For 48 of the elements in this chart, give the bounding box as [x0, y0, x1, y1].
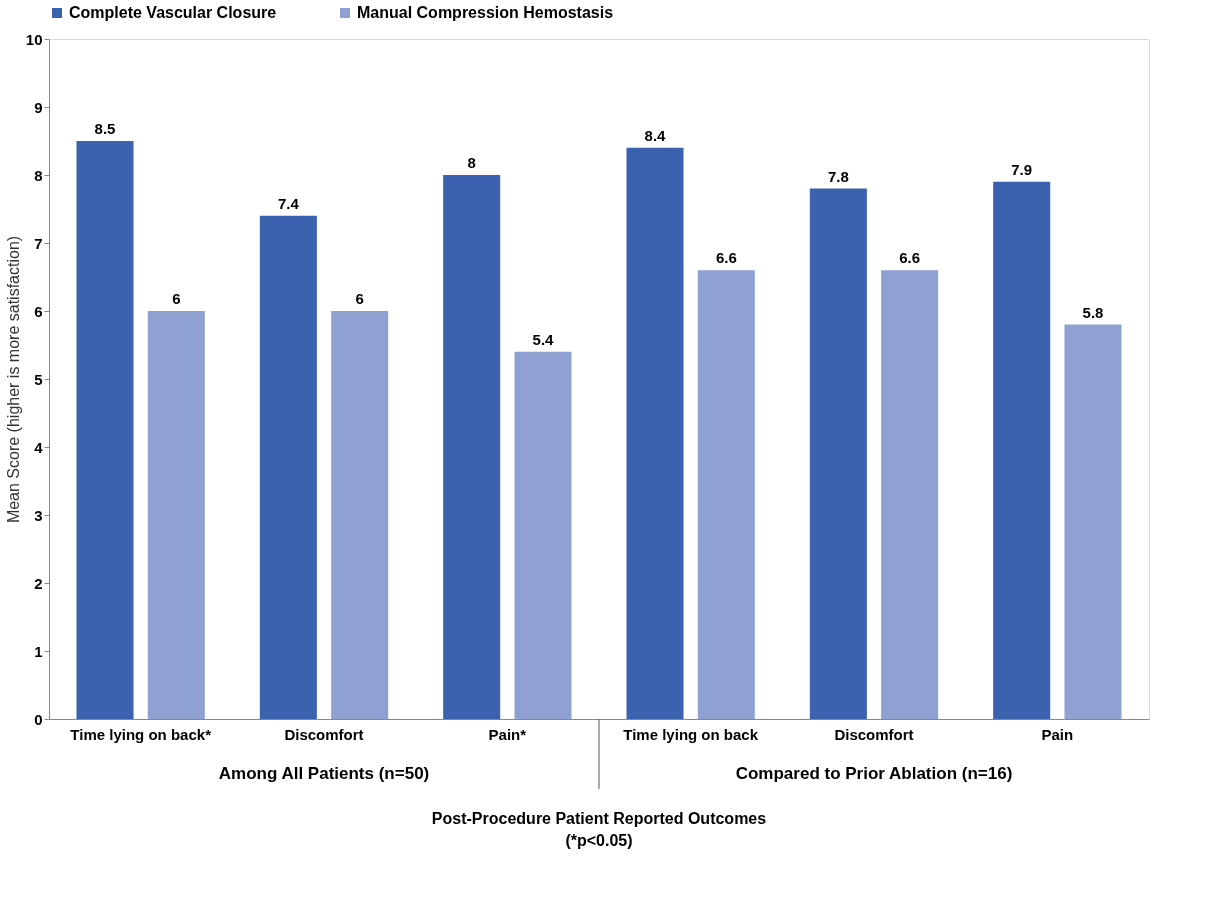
bar [881, 270, 939, 719]
x-tick-label: Discomfort [284, 725, 364, 743]
bar [259, 215, 317, 719]
x-tick-label: Pain* [488, 725, 527, 743]
y-tick-label: 1 [34, 642, 43, 660]
bar [993, 181, 1051, 719]
bar [626, 147, 684, 719]
x-tick-label: Time lying on back* [70, 725, 212, 743]
data-label: 8 [467, 154, 476, 171]
bar [147, 311, 205, 719]
bar [809, 188, 867, 719]
data-label: 7.4 [277, 194, 300, 212]
y-tick-label: 2 [34, 574, 43, 592]
bar [1064, 324, 1122, 719]
x-tick-label: Discomfort [834, 725, 914, 743]
text: (*p<0.05) [565, 832, 633, 849]
legend-label: Complete Vascular Closure [69, 4, 277, 21]
y-tick-label: 7 [34, 234, 43, 252]
y-tick-label: 9 [34, 98, 43, 116]
legend-label: Manual Compression Hemostasis [357, 4, 614, 21]
y-tick-label: 3 [34, 506, 43, 524]
y-tick-label: 5 [34, 370, 43, 388]
bar [443, 175, 501, 719]
text: Among All Patients (n=50) [218, 764, 430, 783]
y-tick-label: 10 [25, 30, 43, 48]
data-label: 6.6 [899, 249, 921, 267]
data-label: 5.4 [532, 330, 555, 348]
y-tick-label: 6 [34, 302, 43, 320]
y-tick-label: 8 [34, 166, 43, 184]
x-axis-title: Post-Procedure Patient Reported Outcomes [431, 810, 767, 827]
x-tick-label: Time lying on back [623, 725, 759, 743]
bar [331, 311, 389, 719]
data-label: 8.5 [94, 120, 116, 137]
data-label: 6 [172, 290, 181, 307]
bar [514, 351, 572, 719]
data-label: 6 [355, 290, 364, 307]
data-label: 6.6 [715, 249, 737, 267]
y-tick-label: 0 [34, 710, 43, 728]
x-tick-label: Pain [1041, 725, 1074, 743]
data-label: 7.8 [827, 167, 849, 185]
text: Compared to Prior Ablation (n=16) [735, 764, 1013, 783]
data-label: 8.4 [644, 126, 667, 144]
y-axis-title: Mean Score (higher is more satisfaction) [4, 235, 22, 524]
data-label: 7.9 [1011, 160, 1033, 178]
data-label: 5.8 [1082, 303, 1104, 321]
bar [76, 141, 134, 719]
y-tick-label: 4 [34, 438, 44, 456]
bar [697, 270, 755, 719]
